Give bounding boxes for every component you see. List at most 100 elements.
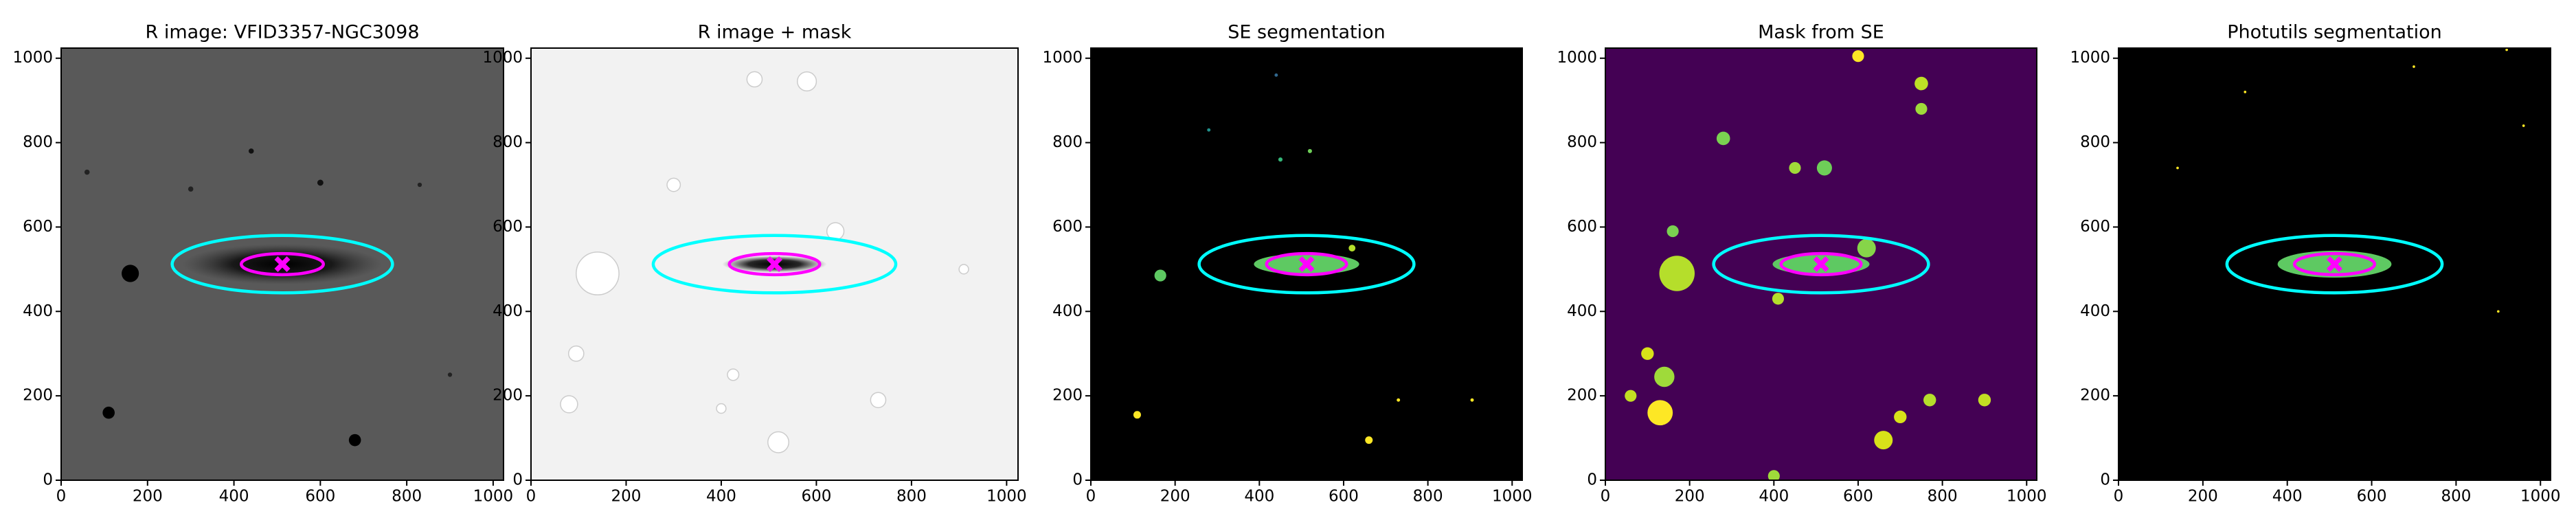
y-tick-label: 600 bbox=[493, 218, 523, 236]
source bbox=[447, 372, 453, 377]
y-tick-label: 200 bbox=[1052, 387, 1083, 405]
panel: 0 200 400 600 800 1000 0 200 400 600 800 1000 Photut… bbox=[2070, 22, 2560, 506]
source bbox=[1857, 238, 1876, 258]
source bbox=[1207, 128, 1211, 132]
source bbox=[1154, 269, 1166, 282]
x-tick-label: 400 bbox=[219, 488, 249, 506]
ellipse bbox=[2225, 234, 2444, 295]
source bbox=[2496, 310, 2500, 313]
source bbox=[1667, 225, 1679, 238]
y-tick-label: 800 bbox=[2080, 133, 2110, 151]
x-tick-label: 800 bbox=[392, 488, 422, 506]
source bbox=[1978, 394, 1991, 407]
x-tick-label: 0 bbox=[2114, 488, 2124, 506]
image bbox=[1091, 48, 1522, 480]
x-tick-label: 800 bbox=[1928, 488, 1958, 506]
source bbox=[2413, 65, 2415, 68]
y-tick-label: 600 bbox=[1052, 218, 1083, 236]
source bbox=[1641, 347, 1654, 360]
source bbox=[1307, 148, 1312, 153]
x-tick-label: 600 bbox=[801, 488, 831, 506]
axes-frame bbox=[60, 47, 504, 481]
mask-region bbox=[796, 71, 817, 92]
source bbox=[1365, 436, 1373, 444]
y-tick-label: 400 bbox=[1567, 302, 1597, 320]
y-tick-label: 0 bbox=[1072, 471, 1083, 489]
ellipse bbox=[1265, 251, 1348, 277]
y-tick-label: 400 bbox=[2080, 302, 2110, 320]
y-tick-label: 200 bbox=[493, 387, 523, 405]
source bbox=[1470, 398, 1474, 402]
y-tick-label: 0 bbox=[2100, 471, 2110, 489]
axes-frame bbox=[1605, 47, 2037, 481]
mask-region bbox=[716, 403, 727, 414]
y-tick-label: 1000 bbox=[482, 49, 523, 67]
y-tick-label: 200 bbox=[23, 387, 53, 405]
source bbox=[2176, 166, 2179, 170]
source bbox=[84, 169, 90, 175]
source bbox=[102, 406, 115, 419]
y-tick-label: 400 bbox=[1052, 302, 1083, 320]
source bbox=[2522, 124, 2525, 127]
y-tick-label: 400 bbox=[493, 302, 523, 320]
ellipse bbox=[2292, 251, 2377, 277]
x-tick-label: 400 bbox=[2272, 488, 2303, 506]
y-tick-label: 1000 bbox=[1042, 49, 1083, 67]
mask-region bbox=[666, 177, 681, 192]
image bbox=[61, 48, 504, 480]
source bbox=[1397, 398, 1401, 402]
mask-region bbox=[746, 71, 763, 88]
source bbox=[1789, 161, 1801, 174]
x-tick-label: 400 bbox=[1244, 488, 1274, 506]
source bbox=[1716, 131, 1730, 146]
ellipse bbox=[240, 251, 325, 277]
ellipse bbox=[170, 234, 394, 295]
center-marker bbox=[1298, 256, 1315, 272]
source bbox=[1894, 410, 1907, 424]
x-tick-label: 400 bbox=[706, 488, 736, 506]
x-tick-label: 200 bbox=[611, 488, 642, 506]
x-tick-label: 0 bbox=[526, 488, 536, 506]
y-tick-label: 200 bbox=[1567, 387, 1597, 405]
source bbox=[122, 264, 139, 282]
mask-region bbox=[767, 431, 790, 453]
x-tick-label: 600 bbox=[1843, 488, 1873, 506]
mask-region bbox=[727, 368, 740, 381]
x-tick-label: 0 bbox=[56, 488, 67, 506]
source bbox=[1772, 293, 1785, 305]
y-tick-label: 600 bbox=[2080, 218, 2110, 236]
source bbox=[348, 433, 361, 447]
x-tick-label: 800 bbox=[1413, 488, 1443, 506]
y-tick-label: 0 bbox=[1587, 471, 1597, 489]
source bbox=[1654, 366, 1675, 387]
source bbox=[1767, 470, 1780, 480]
y-tick-label: 200 bbox=[2080, 387, 2110, 405]
source bbox=[1915, 102, 1928, 115]
center-marker bbox=[274, 256, 291, 272]
ellipse bbox=[1779, 251, 1863, 277]
source bbox=[1659, 256, 1695, 291]
source bbox=[1133, 411, 1141, 419]
source bbox=[1274, 73, 1278, 77]
source bbox=[188, 186, 194, 192]
source bbox=[417, 182, 422, 188]
mask-region bbox=[560, 395, 578, 414]
x-tick-label: 600 bbox=[2357, 488, 2387, 506]
y-tick-label: 0 bbox=[43, 471, 53, 489]
y-tick-label: 1000 bbox=[1557, 49, 1597, 67]
image bbox=[531, 48, 1018, 480]
y-tick-label: 600 bbox=[1567, 218, 1597, 236]
x-tick-label: 1000 bbox=[1492, 488, 1533, 506]
source bbox=[1816, 160, 1832, 176]
x-tick-label: 1000 bbox=[986, 488, 1027, 506]
mask-region bbox=[958, 264, 969, 275]
center-marker bbox=[1813, 256, 1829, 272]
chart-title: R image + mask bbox=[698, 22, 852, 43]
axes-frame bbox=[1090, 47, 1523, 481]
chart-title: Mask from SE bbox=[1758, 22, 1884, 43]
x-tick-label: 1000 bbox=[2007, 488, 2047, 506]
ellipse bbox=[651, 234, 898, 295]
source bbox=[1348, 245, 1356, 252]
